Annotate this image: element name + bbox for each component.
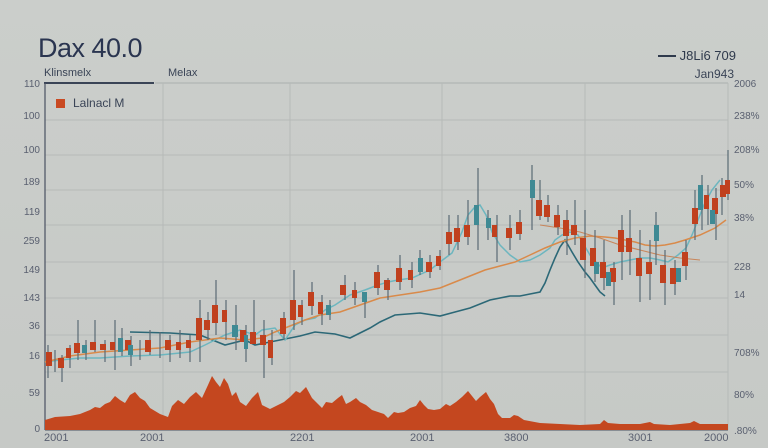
ma-orange [44, 219, 727, 363]
chart-subtitle-left: Klinsmelx [44, 67, 92, 79]
legend-top-right-sub: Jan943 [694, 67, 734, 81]
y-left-tick: 100 [23, 145, 40, 156]
y-left-tick: 100 [23, 111, 40, 122]
title-underline [44, 82, 154, 84]
y-left-tick: 189 [23, 177, 40, 188]
y-left-tick: 119 [24, 207, 40, 218]
y-left-tick: 36 [28, 321, 40, 332]
y-left-tick: 110 [24, 79, 40, 90]
y-right-tick: .80% [734, 426, 757, 437]
legend-top-right: J8Li6 709 [657, 48, 736, 63]
x-tick: 2000 [704, 432, 729, 444]
y-left-tick: 149 [23, 265, 40, 276]
y-right-tick: 80% [734, 390, 755, 401]
y-left-tick: 0 [34, 424, 40, 435]
legend-item: Lalnacl M [56, 96, 124, 110]
legend-swatch-icon [56, 98, 65, 108]
y-left-tick: 259 [23, 236, 40, 247]
x-tick: 2201 [290, 432, 315, 444]
y-right-tick: 50% [734, 180, 755, 191]
x-tick: 3800 [504, 432, 529, 444]
candlesticks [46, 150, 730, 382]
volume-area [45, 376, 728, 430]
x-tick: 2001 [140, 432, 165, 444]
grid-vertical [162, 83, 729, 430]
y-right-tick: 14 [734, 290, 746, 301]
x-tick: 2001 [410, 432, 435, 444]
y-left-tick: 143 [23, 293, 40, 304]
y-left-tick: 16 [28, 351, 40, 362]
y-right-tick: 228 [734, 262, 751, 273]
y-right-tick: 2006 [734, 79, 757, 90]
chart-subtitle-right: Melax [168, 67, 198, 79]
x-tick: 3001 [628, 432, 653, 444]
legend-item-label: Lalnacl M [73, 96, 125, 110]
y-right-tick: 708% [734, 348, 760, 359]
x-tick: 2001 [44, 432, 69, 444]
y-left-tick: 59 [28, 388, 40, 399]
legend-line-icon [657, 54, 676, 57]
y-right-tick: 238% [734, 111, 760, 122]
chart-title: Dax 40.0 [38, 33, 143, 63]
legend-top-right-label: J8Li6 709 [679, 48, 736, 63]
y-right-tick: 38% [734, 213, 755, 224]
y-right-tick: 208% [734, 145, 760, 156]
